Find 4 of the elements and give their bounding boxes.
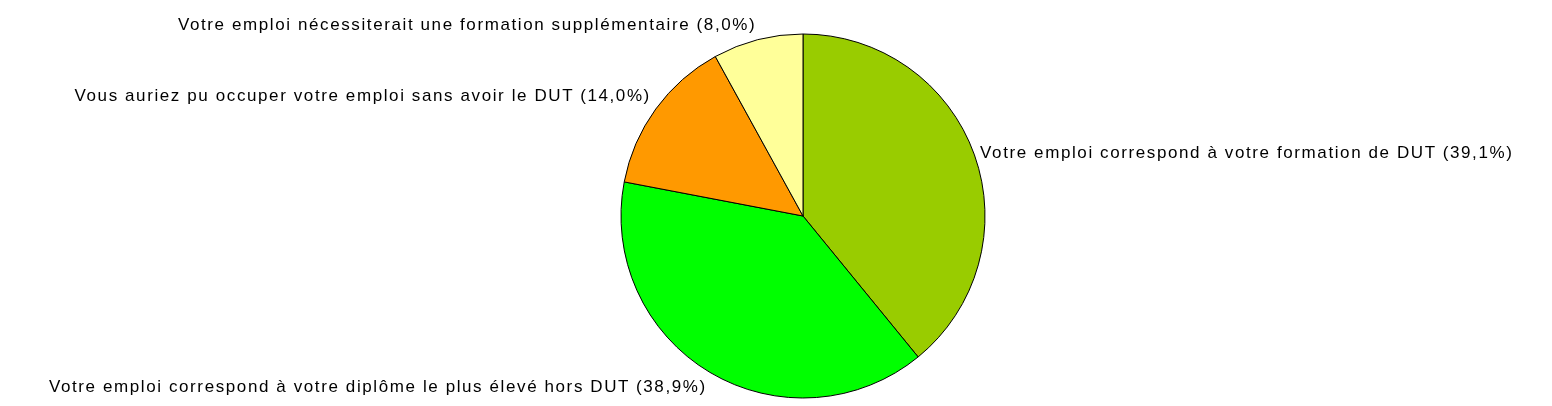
slice-label: Votre emploi correspond à votre diplôme le plus élevé hors DUT (38,9%)	[48, 376, 707, 396]
slice-label: Vous auriez pu occuper votre emploi sans avoir le DUT (14,0%)	[74, 86, 651, 106]
slice-label: Votre emploi correspond à votre formation de DUT (39,1%)	[980, 142, 1514, 162]
slice-label: Votre emploi nécessiterait une formation supplémentaire (8,0%)	[177, 14, 757, 34]
